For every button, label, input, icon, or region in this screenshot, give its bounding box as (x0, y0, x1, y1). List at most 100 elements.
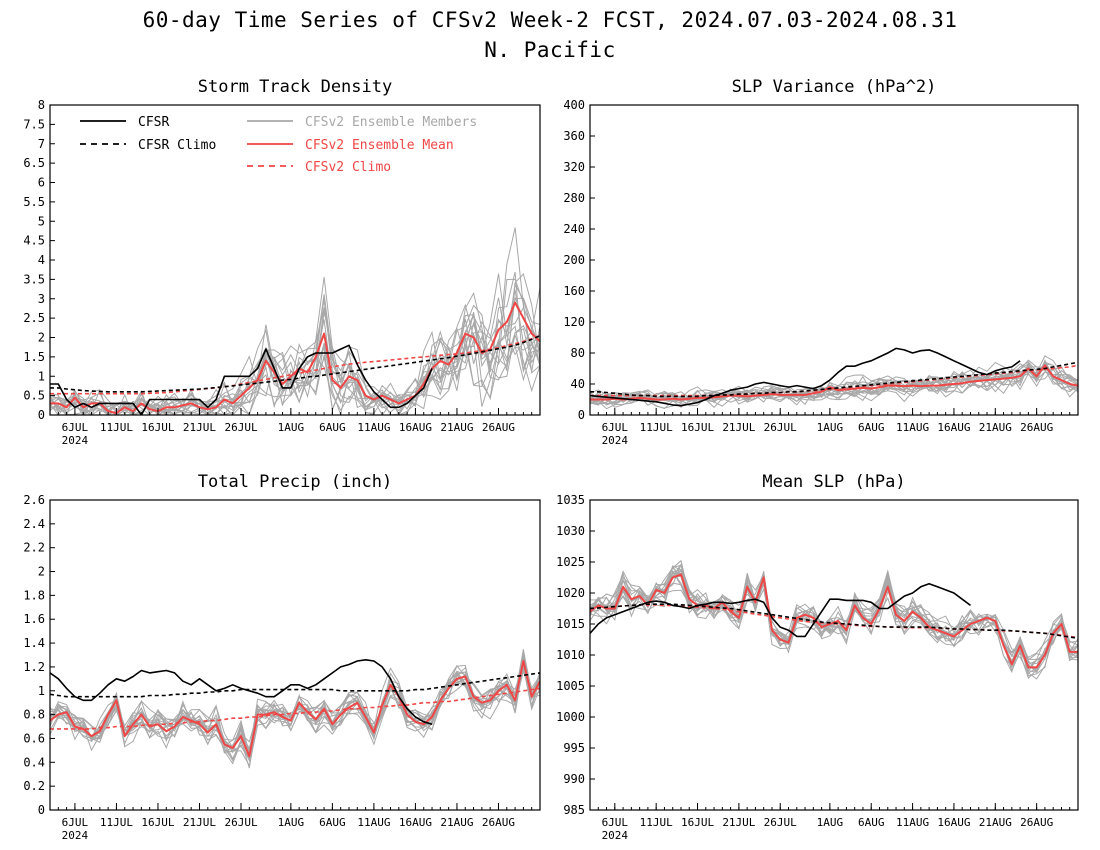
x-tick-label: 26JUL (224, 421, 257, 434)
legend: CFSR CFSR Climo CFSv2 Ensemble Members CFSv… (80, 115, 477, 175)
plot-frame (49, 104, 541, 416)
x-tick-label: 6JUL (602, 816, 629, 829)
y-tick-label: 400 (563, 98, 585, 112)
chart-panel: Total Precip (inch) 0 0.2 0.4 0.6 0.8 1 1.2 1.4 1… (23, 472, 541, 842)
cfsr-climo-line (50, 672, 540, 698)
cfsr-climo-line (590, 361, 1078, 398)
y-tick-label: 240 (563, 222, 585, 236)
y-tick-label: 2 (38, 565, 45, 579)
y-tick-label: 1035 (556, 493, 585, 507)
x-tick-label: 21AUG (979, 421, 1012, 434)
plot-frame (589, 499, 1079, 811)
ensemble-mean-line (50, 301, 540, 415)
x-tick-label: 26JUL (764, 421, 797, 434)
y-tick-label: 1.2 (23, 660, 45, 674)
y-tick-label: 2.2 (23, 541, 45, 555)
x-tick-label: 26JUL (224, 816, 257, 829)
x-tick-label: 11JUL (100, 421, 133, 434)
panel-title: Mean SLP (hPa) (762, 472, 905, 492)
y-tick-label: 160 (563, 284, 585, 298)
y-tick-label: 7 (38, 137, 45, 151)
chart-panel: Mean SLP (hPa) 985 990 995 1000 1005 1010 1015 1… (556, 472, 1079, 842)
y-tick-label: 280 (563, 191, 585, 205)
x-tick-label: 11AUG (357, 421, 390, 434)
x-tick-label: 16JUL (681, 421, 714, 434)
y-tick-label: 0.4 (23, 755, 45, 769)
x-tick-label: 16JUL (141, 816, 174, 829)
y-tick-label: 3.5 (23, 272, 45, 286)
y-tick-label: 2 (38, 331, 45, 345)
y-tick-label: 2.4 (23, 517, 45, 531)
y-tick-label: 80 (571, 346, 585, 360)
y-tick-label: 1000 (556, 710, 585, 724)
y-tick-label: 200 (563, 253, 585, 267)
x-tick-label: 26JUL (764, 816, 797, 829)
y-tick-label: 6 (38, 176, 45, 190)
x-tick-label: 6AUG (858, 421, 885, 434)
chart-panels: Storm Track Density 0 0.5 1 1.5 2 2.5 3 3.5 4 4.5 5… (23, 77, 1079, 842)
x-tick-label: 16AUG (399, 816, 432, 829)
panel-title: Storm Track Density (198, 77, 392, 97)
y-tick-label: 0 (38, 803, 45, 817)
y-tick-label: 1010 (556, 648, 585, 662)
x-tick-year: 2024 (602, 434, 629, 447)
ensemble-member-line (50, 227, 540, 415)
x-tick-label: 21JUL (183, 816, 216, 829)
x-tick-label: 1AUG (817, 421, 844, 434)
x-tick-year: 2024 (62, 829, 89, 842)
plot-area (50, 649, 540, 769)
y-tick-label: 8 (38, 98, 45, 112)
figure-title: 60-day Time Series of CFSv2 Week-2 FCST,… (143, 8, 958, 32)
x-tick-label: 16JUL (141, 421, 174, 434)
ensemble-mean-line (590, 364, 1078, 401)
x-tick-label: 11AUG (357, 816, 390, 829)
x-tick-label: 11JUL (640, 816, 673, 829)
y-tick-label: 985 (563, 803, 585, 817)
x-tick-label: 26AUG (482, 421, 515, 434)
plot-area (590, 559, 1078, 680)
legend-label: CFSv2 Climo (305, 160, 391, 175)
y-tick-label: 1025 (556, 555, 585, 569)
y-tick-label: 40 (571, 377, 585, 391)
y-tick-label: 1.4 (23, 636, 45, 650)
y-tick-label: 5.5 (23, 195, 45, 209)
plot-frame (49, 499, 541, 811)
x-tick-label: 11AUG (896, 816, 929, 829)
x-tick-label: 21JUL (183, 421, 216, 434)
x-tick-label: 16AUG (937, 816, 970, 829)
y-tick-label: 990 (563, 772, 585, 786)
x-tick-label: 1AUG (278, 816, 305, 829)
legend-label: CFSR Climo (138, 138, 216, 153)
x-tick-label: 6JUL (62, 421, 89, 434)
x-tick-label: 6AUG (319, 421, 346, 434)
y-tick-label: 4 (38, 253, 45, 267)
plot-area (50, 227, 540, 415)
legend-label: CFSv2 Ensemble Mean (305, 138, 454, 153)
x-tick-label: 1AUG (278, 421, 305, 434)
x-tick-label: 6AUG (858, 816, 885, 829)
y-tick-label: 5 (38, 214, 45, 228)
ensemble-member-line (50, 664, 540, 753)
x-tick-label: 16JUL (681, 816, 714, 829)
panel-title: SLP Variance (hPa^2) (732, 77, 937, 97)
panel-title: Total Precip (inch) (198, 472, 392, 492)
y-tick-label: 0.5 (23, 389, 45, 403)
y-tick-label: 1.8 (23, 588, 45, 602)
x-tick-label: 11JUL (100, 816, 133, 829)
x-tick-label: 21JUL (722, 816, 755, 829)
y-tick-label: 320 (563, 160, 585, 174)
y-tick-label: 120 (563, 315, 585, 329)
y-tick-label: 2.6 (23, 493, 45, 507)
y-tick-label: 0.6 (23, 731, 45, 745)
ensemble-member-line (590, 569, 1078, 660)
x-tick-label: 26AUG (482, 816, 515, 829)
y-tick-label: 0.2 (23, 779, 45, 793)
cfsr-line (590, 347, 1021, 407)
x-tick-year: 2024 (62, 434, 89, 447)
y-tick-label: 1.6 (23, 612, 45, 626)
y-tick-label: 3 (38, 292, 45, 306)
x-tick-label: 6JUL (62, 816, 89, 829)
figure-subtitle-region: N. Pacific (484, 38, 615, 62)
x-tick-label: 11AUG (896, 421, 929, 434)
